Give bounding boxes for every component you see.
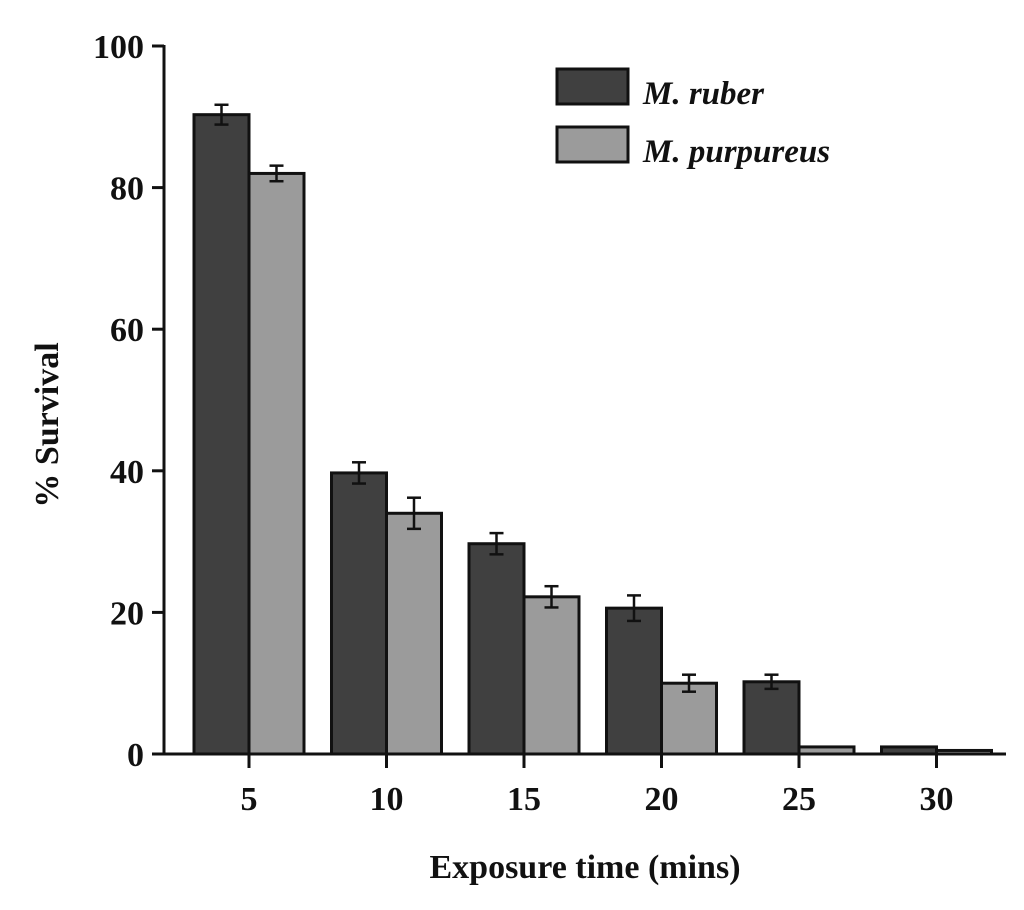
legend-item-m-purpureus: M. purpureus (555, 125, 830, 170)
error-bar (544, 584, 559, 609)
x-tick-label: 10 (370, 781, 404, 818)
bar-group (385, 496, 443, 756)
bar-group (330, 461, 388, 756)
bar (192, 113, 251, 756)
y-tick-label: 60 (110, 312, 144, 349)
x-axis-title: Exposure time (mins) (429, 849, 740, 886)
y-tick-label: 40 (110, 454, 144, 491)
bar (330, 471, 388, 756)
x-tick-label: 25 (782, 781, 816, 818)
legend-swatch (555, 125, 630, 164)
bar-group (660, 673, 718, 756)
legend-item-m-ruber: M. ruber (555, 67, 765, 112)
x-axis: 5 10 15 20 25 30 (152, 752, 1006, 818)
x-tick-label: 15 (507, 781, 541, 818)
bar-group (742, 673, 801, 756)
bar (605, 606, 663, 756)
error-bar (764, 673, 779, 691)
legend: M. ruber M. purpureus (555, 26, 830, 208)
bar (660, 681, 718, 756)
legend-swatch (555, 67, 630, 106)
y-tick-label: 80 (110, 171, 144, 208)
error-bar (352, 461, 366, 485)
bar (247, 171, 306, 756)
y-tick-label: 0 (127, 737, 144, 774)
error-bar (214, 103, 229, 126)
bar-group (605, 594, 663, 756)
error-bar (682, 673, 696, 693)
x-tick-label: 30 (920, 781, 954, 818)
y-tick-label: 100 (93, 29, 144, 66)
bar-group (247, 164, 306, 756)
bar (385, 511, 443, 756)
y-axis-title: % Survival (29, 342, 66, 507)
error-bar (489, 531, 504, 556)
bar (467, 542, 526, 756)
legend-label: M. ruber (642, 76, 765, 112)
bar-group (192, 103, 251, 756)
plot-area (192, 103, 993, 756)
y-axis: 0 20 40 60 80 100 (93, 29, 166, 774)
x-tick-label: 5 (241, 781, 258, 818)
bar-group (467, 531, 526, 756)
error-bar (627, 594, 641, 623)
bar (522, 595, 581, 756)
x-tick-label: 20 (645, 781, 679, 818)
y-tick-label: 20 (110, 595, 144, 632)
bar-group (522, 584, 581, 756)
legend-label: M. purpureus (642, 134, 830, 170)
error-bar (269, 164, 284, 183)
error-bar (407, 496, 421, 531)
bar (742, 680, 801, 756)
legend-background (640, 26, 774, 208)
